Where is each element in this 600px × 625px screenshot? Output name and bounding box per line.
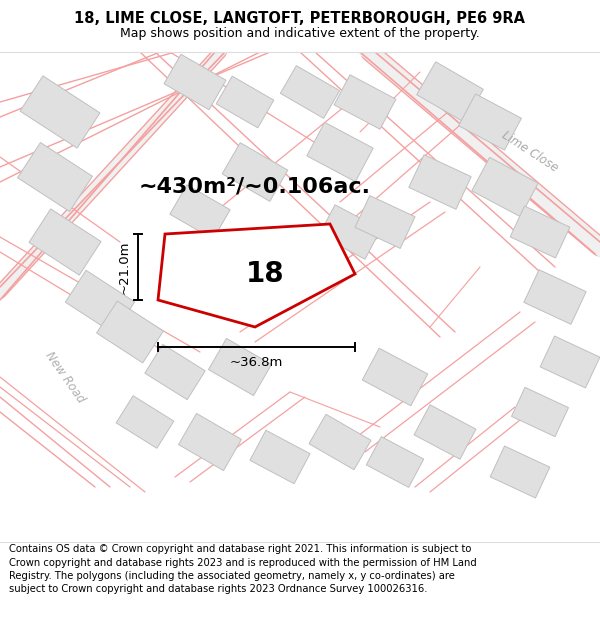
Polygon shape — [222, 142, 288, 201]
Text: Contains OS data © Crown copyright and database right 2021. This information is : Contains OS data © Crown copyright and d… — [9, 544, 477, 594]
Text: 18: 18 — [245, 260, 284, 288]
Polygon shape — [409, 155, 471, 209]
Polygon shape — [510, 206, 570, 258]
Polygon shape — [97, 301, 163, 363]
Text: Map shows position and indicative extent of the property.: Map shows position and indicative extent… — [120, 26, 480, 39]
Polygon shape — [309, 414, 371, 470]
Polygon shape — [414, 405, 476, 459]
Text: New Road: New Road — [43, 349, 88, 405]
Polygon shape — [178, 413, 242, 471]
Polygon shape — [145, 344, 205, 399]
Polygon shape — [472, 158, 538, 217]
Polygon shape — [511, 388, 569, 437]
Polygon shape — [164, 54, 226, 110]
Text: 18, LIME CLOSE, LANGTOFT, PETERBOROUGH, PE6 9RA: 18, LIME CLOSE, LANGTOFT, PETERBOROUGH, … — [74, 11, 526, 26]
Text: ~36.8m: ~36.8m — [230, 356, 283, 369]
Text: ~21.0m: ~21.0m — [118, 240, 131, 294]
Polygon shape — [29, 209, 101, 275]
Polygon shape — [524, 270, 586, 324]
Polygon shape — [362, 348, 428, 406]
Polygon shape — [307, 122, 373, 182]
Polygon shape — [416, 62, 484, 122]
Polygon shape — [490, 446, 550, 498]
Polygon shape — [540, 336, 600, 388]
Polygon shape — [65, 270, 134, 334]
Polygon shape — [355, 196, 415, 248]
Polygon shape — [158, 224, 355, 327]
Text: Lime Close: Lime Close — [499, 129, 560, 175]
Polygon shape — [458, 94, 521, 150]
Text: ~430m²/~0.106ac.: ~430m²/~0.106ac. — [139, 177, 371, 197]
Polygon shape — [250, 430, 310, 484]
Polygon shape — [216, 76, 274, 128]
Polygon shape — [20, 76, 100, 148]
Polygon shape — [319, 205, 381, 259]
Polygon shape — [116, 396, 174, 448]
Polygon shape — [334, 75, 396, 129]
Polygon shape — [262, 238, 328, 296]
Polygon shape — [208, 338, 272, 396]
Polygon shape — [17, 142, 92, 211]
Polygon shape — [366, 437, 424, 488]
Polygon shape — [170, 185, 230, 239]
Polygon shape — [280, 66, 340, 118]
